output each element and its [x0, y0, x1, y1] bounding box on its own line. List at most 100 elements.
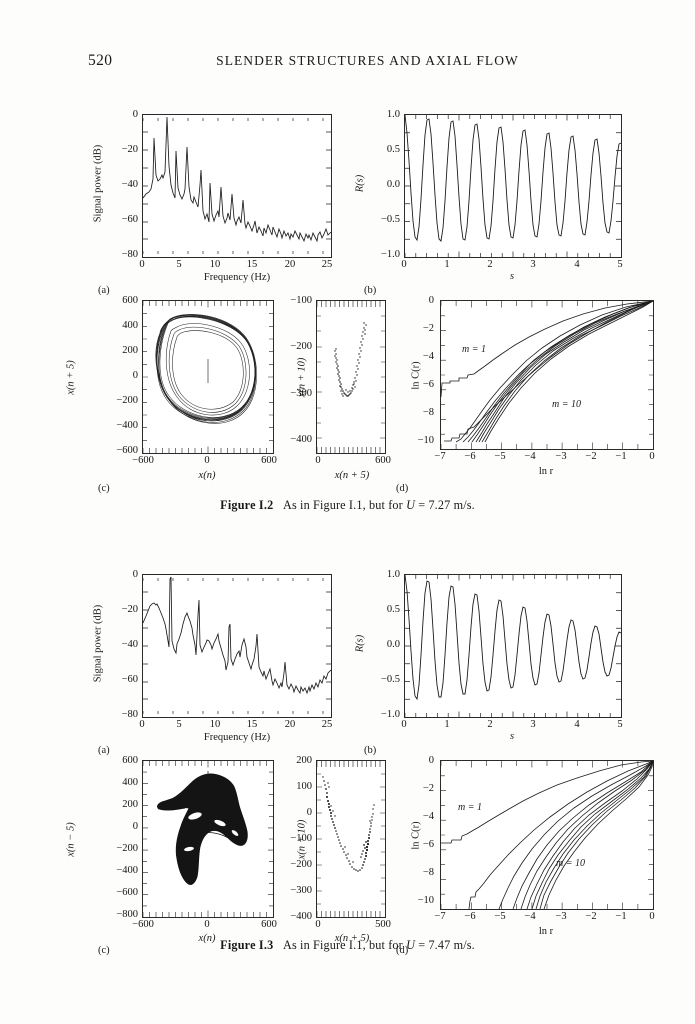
figure-I2: 0 −20 −40 −60 −80 0 5 10 15	[0, 92, 695, 522]
plot-poincare-section	[316, 760, 386, 918]
panel-label-a: (a)	[98, 285, 110, 296]
running-head: 520 SLENDER STRUCTURES AND AXIAL FLOW	[0, 52, 695, 74]
y-axis-label: Signal power (dB)	[92, 604, 104, 683]
tick-y: −300	[290, 885, 312, 896]
plot-power-spectrum	[142, 574, 332, 718]
tick-x: 3	[530, 259, 536, 270]
caption-label: Figure I.2	[220, 498, 274, 512]
tick-y: −2	[422, 323, 434, 334]
page-number: 520	[88, 52, 113, 69]
panel-label-a: (a)	[98, 745, 110, 756]
tick-y: −4	[422, 351, 434, 362]
tick-y: −8	[422, 867, 434, 878]
tick-x: 5	[176, 719, 182, 730]
y-axis-label: x(n + 10)	[296, 357, 308, 398]
curve-tag-m10: m = 10	[556, 858, 585, 869]
tick-x: −2	[585, 911, 597, 922]
panel-label-b: (b)	[364, 285, 377, 296]
plot-phase-portrait	[142, 300, 274, 454]
figure-caption-I2: Figure I.2 As in Figure I.1, but for U =…	[0, 498, 695, 513]
tick-x: 2	[487, 719, 493, 730]
tick-y: 200	[296, 755, 312, 766]
figure-I3-panel-c-right: 200 100 0 −100 −200 −300 −400	[272, 755, 407, 953]
tick-x: −1	[615, 451, 627, 462]
tick-y: 0	[428, 755, 434, 766]
tick-x: 600	[375, 455, 391, 466]
plot-correlation-integral	[440, 760, 654, 910]
tick-y: −8	[422, 407, 434, 418]
panel-label-c: (c)	[98, 945, 110, 956]
tick-y: 0	[132, 569, 138, 580]
panel-label-b: (b)	[364, 745, 377, 756]
tick-y: 600	[122, 755, 138, 766]
tick-y: −1.0	[380, 249, 400, 260]
figure-I3: 0 −20 −40 −60 −80 0 5 10 15	[0, 552, 695, 982]
tick-y: 0	[306, 807, 312, 818]
plot-autocorrelation	[404, 574, 622, 718]
x-axis-label: ln r	[538, 926, 554, 937]
figure-I3-panel-d: 0 −2 −4 −6 −8 −10	[396, 755, 695, 956]
tick-x: 0	[139, 259, 145, 270]
tick-x: 0	[315, 455, 321, 466]
tick-y: −60	[121, 214, 138, 225]
tick-x: 0	[401, 259, 407, 270]
tick-y: −60	[121, 674, 138, 685]
caption-text: As in Figure I.1, but for	[283, 938, 403, 952]
y-axis-label: x(n − 5)	[65, 822, 77, 857]
tick-y: 100	[296, 781, 312, 792]
tick-y: −6	[422, 839, 434, 850]
caption-text: As in Figure I.1, but for	[283, 498, 403, 512]
x-axis-label: x(n)	[198, 470, 216, 481]
x-axis-label: ln r	[538, 466, 554, 477]
tick-y: −20	[121, 604, 138, 615]
tick-y: −40	[121, 179, 138, 190]
x-axis-label: x(n)	[198, 933, 216, 944]
tick-x: −2	[585, 451, 597, 462]
tick-y: −0.5	[380, 214, 400, 225]
tick-x: 0	[649, 451, 655, 462]
panel-label-d: (d)	[396, 483, 409, 494]
tick-x: −5	[494, 911, 506, 922]
tick-x: 600	[261, 455, 277, 466]
tick-x: 10	[209, 719, 221, 730]
tick-y: −800	[116, 909, 138, 920]
tick-x: 1	[444, 719, 450, 730]
tick-x: −7	[434, 451, 446, 462]
tick-x: −1	[615, 911, 627, 922]
panel-label-c: (c)	[98, 483, 110, 494]
y-axis-label: ln C(r)	[410, 821, 422, 850]
tick-y: 0.0	[386, 179, 400, 190]
tick-x: 0	[649, 911, 655, 922]
caption-symbol: U	[406, 938, 416, 952]
tick-y: 1.0	[386, 569, 400, 580]
tick-x: 15	[246, 259, 258, 270]
x-axis-label: Frequency (Hz)	[203, 272, 271, 283]
tick-x: 20	[284, 719, 296, 730]
tick-x: 10	[209, 259, 221, 270]
tick-y: 0	[132, 370, 138, 381]
x-axis-label: s	[509, 731, 515, 742]
tick-y: 400	[122, 320, 138, 331]
tick-x: 0	[315, 919, 321, 930]
tick-x: 0	[204, 455, 210, 466]
tick-y: −400	[116, 865, 138, 876]
tick-y: 0.5	[386, 604, 400, 615]
caption-value: = 7.47 m/s.	[418, 938, 475, 952]
figure-I3-panel-a: 0 −20 −40 −60 −80 0 5 10 15	[0, 552, 348, 756]
tick-x: 4	[574, 259, 580, 270]
tick-y: −400	[116, 420, 138, 431]
tick-y: −300	[290, 388, 312, 399]
tick-y: 200	[122, 799, 138, 810]
y-axis-label: ln C(r)	[410, 361, 422, 390]
tick-y: −80	[121, 709, 138, 720]
tick-x: 15	[246, 719, 258, 730]
tick-x: −3	[555, 451, 567, 462]
caption-symbol: U	[406, 498, 416, 512]
tick-y: −200	[290, 341, 312, 352]
y-axis-label: R(s)	[354, 174, 366, 193]
tick-y: −400	[290, 434, 312, 445]
tick-x: −4	[524, 451, 536, 462]
tick-x: −5	[494, 451, 506, 462]
figure-I2-panel-d: 0 −2 −4 −6 −8 −10	[396, 295, 695, 494]
tick-y: 0.0	[386, 639, 400, 650]
